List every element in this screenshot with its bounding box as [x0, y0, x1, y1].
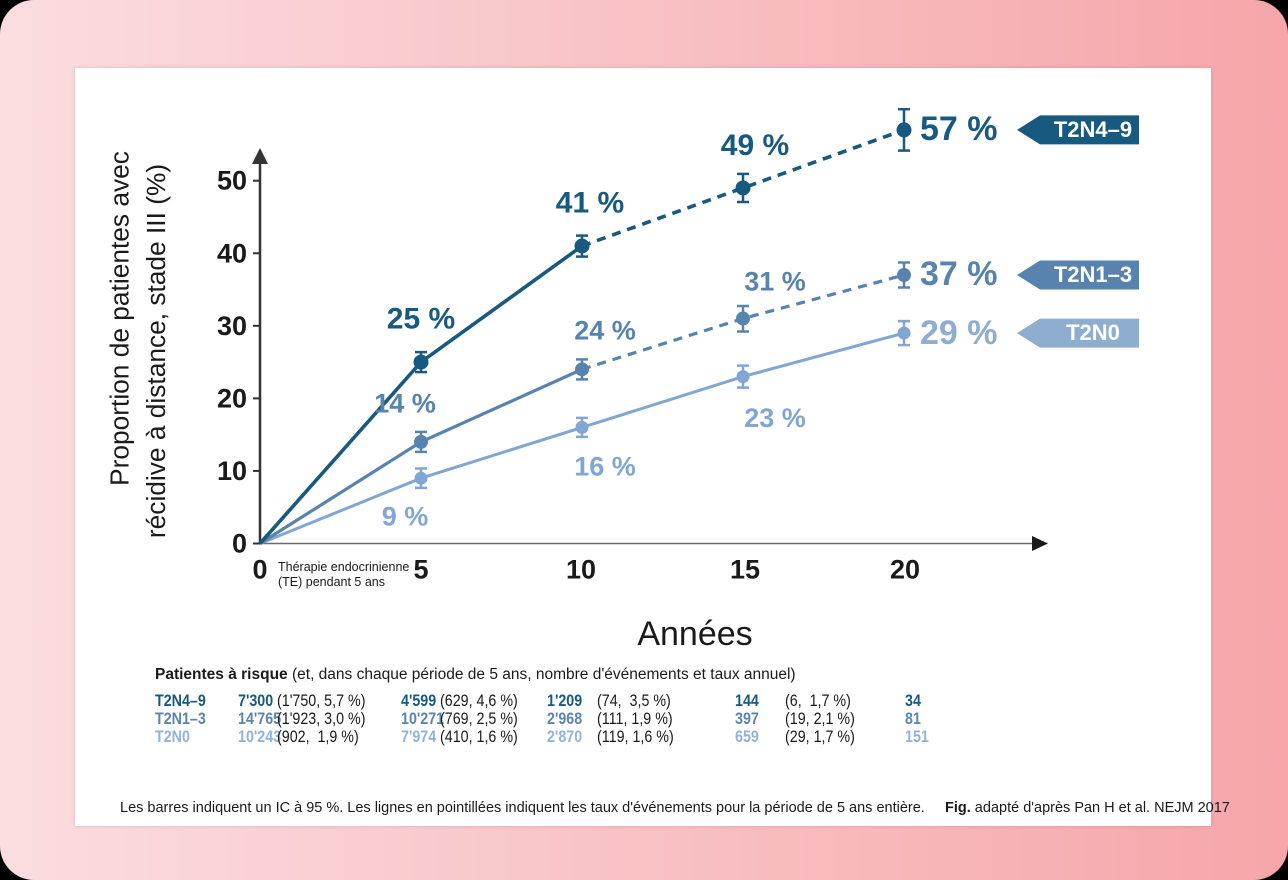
- svg-text:20: 20: [890, 555, 920, 585]
- svg-text:T2N1–3: T2N1–3: [1054, 262, 1132, 287]
- svg-text:24 %: 24 %: [574, 316, 636, 346]
- svg-text:0: 0: [252, 555, 267, 585]
- svg-text:40: 40: [217, 238, 247, 268]
- svg-text:50: 50: [217, 166, 247, 196]
- svg-text:14 %: 14 %: [374, 388, 436, 418]
- svg-text:49 %: 49 %: [721, 129, 789, 162]
- svg-text:5: 5: [413, 555, 428, 585]
- svg-text:Proportion de patientes avec: Proportion de patientes avec: [105, 151, 135, 486]
- svg-text:10: 10: [566, 555, 596, 585]
- svg-text:Années: Années: [637, 615, 752, 653]
- svg-text:15: 15: [730, 555, 760, 585]
- svg-text:31 %: 31 %: [744, 267, 806, 297]
- svg-text:20: 20: [217, 383, 247, 413]
- svg-text:25 %: 25 %: [387, 303, 455, 336]
- svg-text:37 %: 37 %: [920, 255, 998, 293]
- svg-text:57 %: 57 %: [920, 110, 998, 148]
- svg-text:récidive à distance, stade III: récidive à distance, stade III (%): [141, 164, 171, 538]
- svg-text:29 %: 29 %: [920, 314, 998, 352]
- svg-text:10: 10: [217, 456, 247, 486]
- svg-text:T2N0: T2N0: [1066, 320, 1120, 345]
- svg-text:(TE) pendant 5 ans: (TE) pendant 5 ans: [278, 575, 385, 589]
- svg-text:T2N4–9: T2N4–9: [1054, 117, 1132, 142]
- svg-text:30: 30: [217, 311, 247, 341]
- svg-text:23 %: 23 %: [744, 403, 806, 433]
- svg-text:0: 0: [232, 529, 247, 559]
- svg-text:Thérapie endocrinienne: Thérapie endocrinienne: [278, 560, 409, 574]
- svg-text:41 %: 41 %: [556, 187, 624, 220]
- svg-text:9 %: 9 %: [382, 502, 429, 532]
- svg-text:16 %: 16 %: [574, 452, 636, 482]
